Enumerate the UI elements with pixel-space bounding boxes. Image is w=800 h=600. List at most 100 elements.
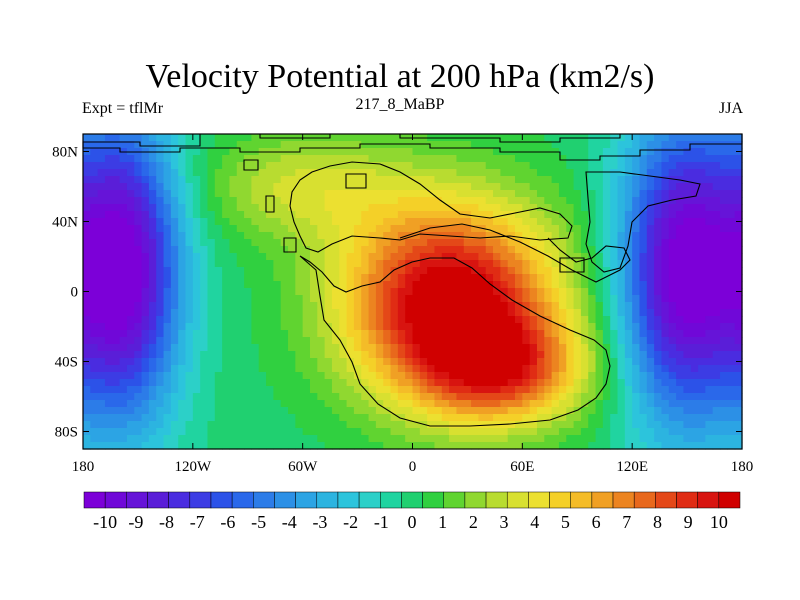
field-cell	[375, 288, 384, 296]
field-cell	[690, 260, 699, 268]
field-cell	[500, 428, 509, 436]
field-cell	[485, 365, 494, 373]
field-cell	[705, 169, 714, 177]
field-cell	[536, 407, 545, 415]
field-cell	[390, 148, 399, 156]
field-cell	[339, 148, 348, 156]
colorbar-swatch	[358, 491, 381, 509]
field-cell	[346, 134, 355, 142]
field-cell	[375, 337, 384, 345]
field-cell	[588, 148, 597, 156]
field-cell	[588, 281, 597, 289]
field-cell	[580, 281, 589, 289]
field-cell	[236, 225, 245, 233]
field-cell	[185, 155, 194, 163]
field-cell	[566, 197, 575, 205]
field-cell	[390, 309, 399, 317]
field-cell	[646, 316, 655, 324]
field-cell	[427, 414, 436, 422]
field-cell	[485, 190, 494, 198]
field-cell	[309, 358, 318, 366]
field-cell	[515, 239, 523, 247]
field-cell	[141, 176, 150, 184]
field-cell	[309, 155, 318, 163]
field-cell	[478, 400, 487, 408]
field-cell	[295, 400, 304, 408]
field-cell	[266, 183, 274, 191]
field-cell	[412, 148, 421, 156]
field-cell	[258, 316, 267, 324]
field-cell	[185, 358, 194, 366]
field-cell	[507, 197, 516, 205]
field-cell	[331, 442, 340, 450]
field-cell	[471, 421, 479, 429]
field-cell	[558, 267, 567, 275]
field-cell	[595, 211, 604, 219]
field-cell	[734, 169, 743, 177]
field-cell	[244, 302, 253, 310]
field-cell	[185, 197, 194, 205]
field-cell	[375, 309, 384, 317]
field-cell	[412, 274, 421, 282]
field-cell	[156, 281, 165, 289]
field-cell	[727, 169, 736, 177]
field-cell	[522, 267, 531, 275]
field-cell	[720, 211, 728, 219]
field-cell	[383, 169, 392, 177]
field-cell	[200, 169, 209, 177]
field-cell	[566, 400, 575, 408]
field-cell	[317, 400, 326, 408]
field-cell	[390, 155, 399, 163]
field-cell	[544, 309, 553, 317]
field-cell	[602, 421, 611, 429]
field-cell	[551, 323, 560, 331]
field-cell	[324, 344, 333, 352]
field-cell	[83, 204, 91, 212]
field-cell	[200, 260, 209, 268]
field-cell	[639, 218, 648, 226]
field-cell	[500, 225, 509, 233]
field-cell	[522, 435, 531, 443]
field-cell	[734, 141, 743, 149]
field-cell	[361, 197, 370, 205]
field-cell	[119, 141, 128, 149]
field-cell	[639, 323, 648, 331]
field-cell	[515, 435, 523, 443]
field-cell	[412, 323, 421, 331]
field-cell	[163, 169, 172, 177]
field-cell	[654, 330, 663, 338]
field-cell	[617, 267, 626, 275]
field-cell	[405, 197, 414, 205]
field-cell	[646, 204, 655, 212]
field-cell	[90, 442, 99, 450]
field-cell	[148, 162, 157, 170]
field-cell	[522, 379, 531, 387]
y-tick-label: 40N	[52, 215, 78, 231]
field-cell	[383, 204, 392, 212]
field-cell	[405, 393, 414, 401]
field-cell	[595, 386, 604, 394]
field-cell	[500, 365, 509, 373]
field-cell	[493, 379, 501, 387]
field-cell	[544, 183, 553, 191]
field-cell	[288, 225, 296, 233]
field-cell	[185, 162, 194, 170]
field-cell	[412, 281, 421, 289]
field-cell	[273, 323, 282, 331]
field-cell	[229, 323, 238, 331]
field-cell	[551, 274, 560, 282]
field-cell	[236, 134, 245, 142]
field-cell	[375, 323, 384, 331]
field-cell	[331, 225, 340, 233]
field-cell	[390, 351, 399, 359]
field-cell	[258, 379, 267, 387]
field-cell	[712, 295, 721, 303]
field-cell	[368, 204, 377, 212]
field-cell	[507, 155, 516, 163]
field-cell	[712, 267, 721, 275]
field-cell	[112, 281, 121, 289]
field-cell	[624, 295, 633, 303]
field-cell	[500, 302, 509, 310]
field-cell	[156, 162, 165, 170]
field-cell	[200, 337, 209, 345]
